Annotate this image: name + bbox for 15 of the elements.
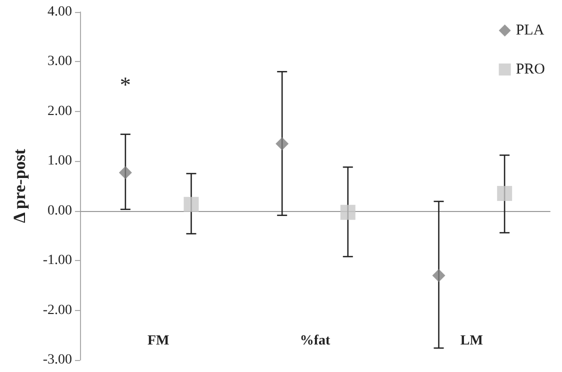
y-tick-label: 4.00 <box>48 4 72 20</box>
y-tick-label: 1.00 <box>48 154 72 169</box>
y-tick-label: 0.00 <box>48 203 72 218</box>
y-axis-title: Δ pre-post <box>10 148 29 224</box>
y-tick-label: -3.00 <box>42 352 72 368</box>
annotation: * <box>120 72 131 97</box>
legend-label: PLA <box>516 22 544 38</box>
x-tick-label: FM <box>147 334 170 348</box>
x-tick-label: LM <box>460 334 483 348</box>
x-tick-label: %fat <box>300 334 330 348</box>
y-tick-label: -1.00 <box>42 253 72 268</box>
y-tick-label: -2.00 <box>42 302 72 318</box>
y-tick-label: 3.00 <box>48 54 72 70</box>
legend-label: PRO <box>516 62 546 78</box>
y-tick-label: 2.00 <box>48 104 72 119</box>
